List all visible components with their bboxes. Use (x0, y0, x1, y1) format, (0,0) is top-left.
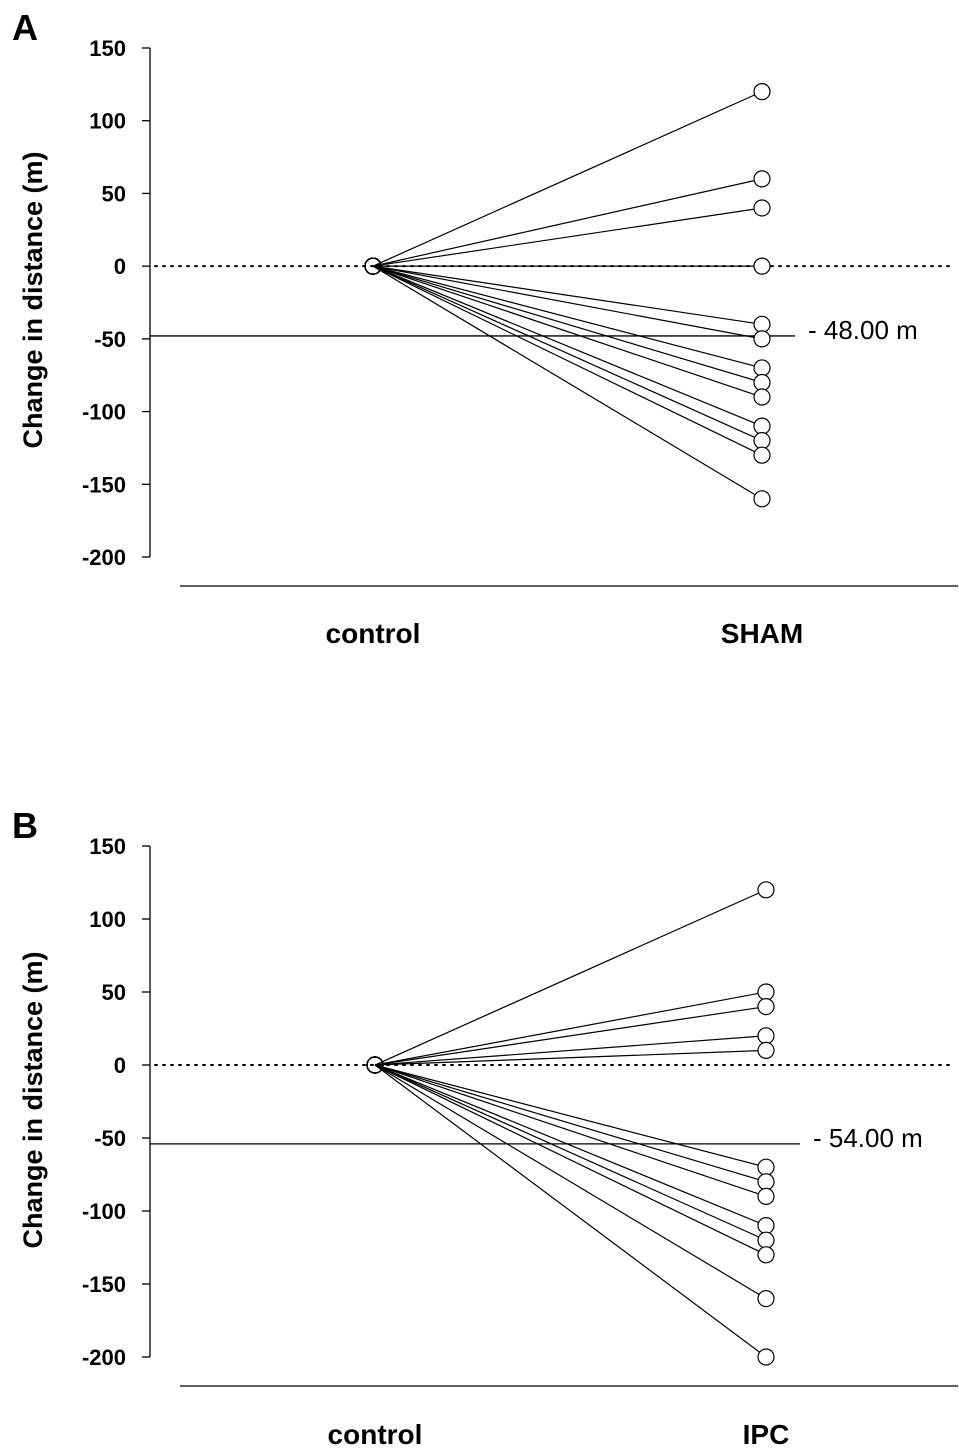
data-point-ipc (757, 1246, 775, 1264)
data-point-ipc (757, 997, 775, 1016)
reference-line-label: - 54.00 m (813, 1123, 923, 1153)
y-tick-label: -150 (82, 472, 126, 497)
series-line (374, 1035, 767, 1066)
data-point-ipc (757, 1187, 775, 1206)
series-line (372, 265, 763, 369)
series-line (372, 265, 763, 325)
series-line (374, 1064, 767, 1241)
y-tick-label: -50 (94, 327, 126, 352)
y-tick-label: 0 (114, 1053, 126, 1078)
y-axis-title: Change in distance (m) (18, 151, 48, 448)
series-line (374, 1006, 767, 1066)
y-tick-label: -200 (82, 545, 126, 570)
data-point-ipc (757, 1173, 775, 1191)
data-point-sham (753, 373, 771, 392)
series-line (372, 178, 763, 267)
data-point-ipc (757, 983, 775, 1001)
reference-line-label: - 48.00 m (808, 315, 918, 345)
data-point-sham (753, 170, 771, 188)
y-axis-title: Change in distance (m) (18, 951, 48, 1248)
series-line (372, 265, 763, 442)
data-point-sham (753, 446, 771, 464)
series-line (372, 265, 763, 340)
series-line (372, 265, 763, 398)
data-point-ipc (757, 1348, 775, 1366)
data-point-ipc (757, 1158, 775, 1176)
series-line (372, 207, 763, 267)
y-tick-label: 50 (102, 980, 126, 1005)
category-label-control: control (328, 1419, 423, 1450)
y-tick-label: 100 (89, 109, 126, 134)
plot-area: 150 100 50 0 -50 -100 -150 -200 (82, 36, 958, 587)
y-tick-label: -200 (82, 1345, 126, 1370)
series-line (374, 1064, 767, 1227)
data-point-ipc (757, 1041, 775, 1060)
y-tick-label: 100 (89, 907, 126, 932)
data-point-ipc (757, 1289, 775, 1308)
data-point-sham (753, 257, 771, 275)
data-point-sham (753, 199, 771, 217)
data-point-sham (753, 83, 771, 101)
series-line (372, 265, 763, 500)
series-line (374, 1064, 767, 1256)
data-point-control (366, 1056, 384, 1074)
series-line (374, 1064, 767, 1183)
series-line (372, 91, 763, 267)
data-point-control (364, 257, 382, 275)
y-tick-label: 150 (89, 36, 126, 61)
data-point-sham (753, 432, 771, 450)
category-label-control: control (326, 618, 421, 649)
y-tick-label: 0 (114, 254, 126, 279)
data-point-sham (753, 388, 771, 406)
y-tick-label: 50 (102, 181, 126, 206)
panel-letter: A (12, 7, 38, 48)
panel-letter: B (12, 805, 38, 846)
series-line (374, 1049, 767, 1066)
series-line (374, 1064, 767, 1168)
y-tick-label: -50 (94, 1126, 126, 1151)
category-label-ipc: IPC (743, 1419, 790, 1450)
panel-b: B Change in distance (m) control IPC - 5… (12, 805, 958, 1450)
data-point-ipc (757, 1027, 775, 1045)
data-point-sham (753, 417, 771, 435)
y-tick-label: -150 (82, 1272, 126, 1297)
data-point-sham (753, 330, 771, 348)
data-point-ipc (757, 1216, 775, 1235)
data-point-ipc (757, 881, 775, 899)
plot-area: 150 100 50 0 -50 -100 -150 -200 (82, 834, 958, 1387)
series-line (372, 265, 763, 427)
data-point-sham (753, 490, 771, 508)
series-line (374, 1064, 767, 1197)
category-label-sham: SHAM (721, 618, 803, 649)
series-line (374, 889, 767, 1066)
series-line (374, 991, 767, 1066)
y-tick-label: -100 (82, 1199, 126, 1224)
series-line (374, 1064, 767, 1358)
y-tick-label: 150 (89, 834, 126, 859)
series-line (372, 265, 763, 456)
series-line (374, 1064, 767, 1300)
panel-a: A Change in distance (m) control SHAM - … (12, 7, 958, 649)
data-point-sham (753, 359, 771, 377)
data-point-ipc (757, 1231, 775, 1249)
y-tick-label: -100 (82, 400, 126, 425)
data-point-sham (753, 315, 771, 333)
series-line (372, 265, 763, 384)
